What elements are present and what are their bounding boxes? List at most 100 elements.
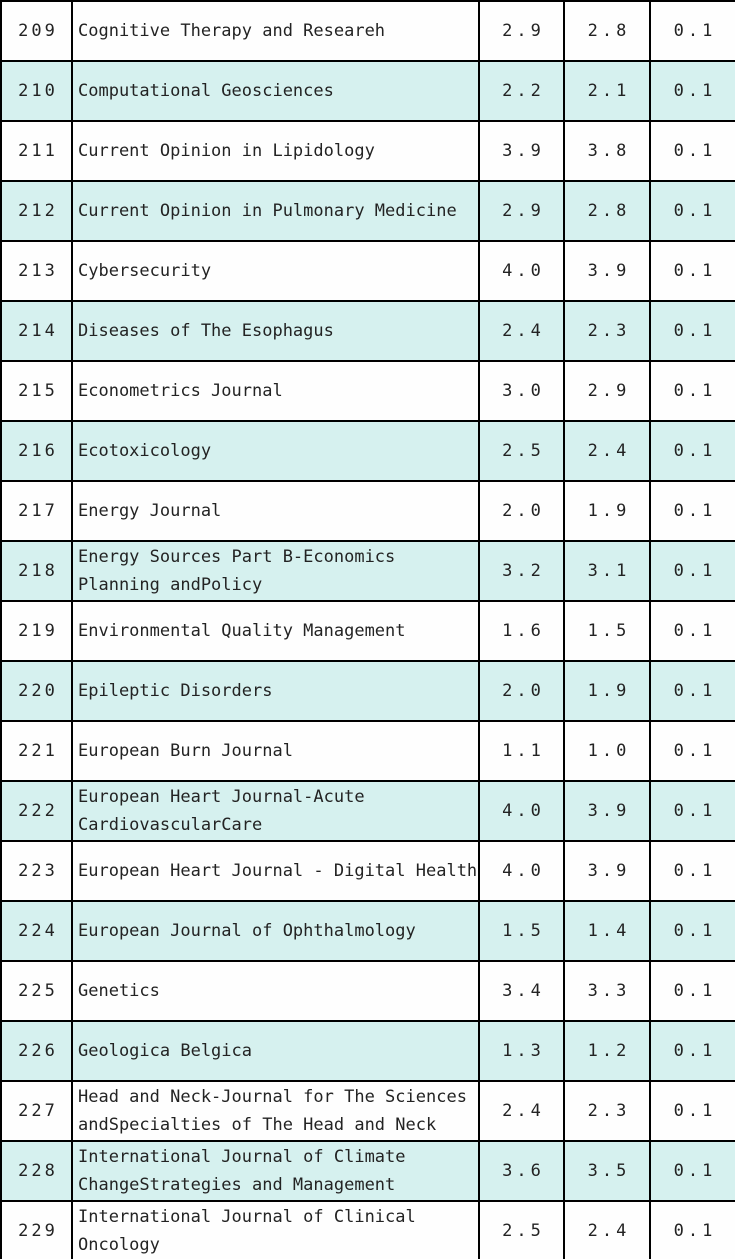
table-row: 229 International Journal of Clinical On… xyxy=(2,1202,735,1259)
row-number-cell: 221 xyxy=(2,722,73,782)
value3: 0.1 xyxy=(673,1221,717,1241)
journal-name-cell: Genetics xyxy=(73,962,480,1022)
journal-name-cell: European Heart Journal - Digital Health xyxy=(73,842,480,902)
table-row: 209 Cognitive Therapy and Researeh 2.9 2… xyxy=(2,2,735,62)
table-row: 213 Cybersecurity 4.0 3.9 0.1 xyxy=(2,242,735,302)
value1: 3.6 xyxy=(502,1161,545,1181)
journal-name: European Journal of Ophthalmology xyxy=(78,921,416,941)
journal-name-cell: European Burn Journal xyxy=(73,722,480,782)
value3: 0.1 xyxy=(673,261,717,281)
value1-cell: 2.0 xyxy=(480,662,565,722)
value2: 2.8 xyxy=(587,201,631,221)
value1: 4.0 xyxy=(502,861,545,881)
row-number: 222 xyxy=(18,801,58,821)
value2-cell: 3.1 xyxy=(565,542,651,602)
value3: 0.1 xyxy=(673,141,717,161)
value2: 3.9 xyxy=(587,861,631,881)
value1-cell: 3.0 xyxy=(480,362,565,422)
value1-cell: 1.6 xyxy=(480,602,565,662)
value2-cell: 3.9 xyxy=(565,782,651,842)
value1-cell: 1.1 xyxy=(480,722,565,782)
value3-cell: 0.1 xyxy=(651,122,735,182)
value1: 1.1 xyxy=(502,741,545,761)
journal-name-cell: European Heart Journal-Acute Cardiovascu… xyxy=(73,782,480,842)
value1: 2.5 xyxy=(502,441,545,461)
value2: 1.2 xyxy=(587,1041,631,1061)
journal-name: Genetics xyxy=(78,981,160,1001)
value3: 0.1 xyxy=(673,1041,717,1061)
value3: 0.1 xyxy=(673,981,717,1001)
value3: 0.1 xyxy=(673,921,717,941)
value1-cell: 2.4 xyxy=(480,302,565,362)
value2-cell: 2.1 xyxy=(565,62,651,122)
row-number: 218 xyxy=(18,561,58,581)
row-number-cell: 225 xyxy=(2,962,73,1022)
value2-cell: 2.9 xyxy=(565,362,651,422)
journal-name: Cognitive Therapy and Researeh xyxy=(78,21,386,41)
journal-name-cell: Geologica Belgica xyxy=(73,1022,480,1082)
journal-name-cell: Current Opinion in Lipidology xyxy=(73,122,480,182)
row-number: 229 xyxy=(18,1221,58,1241)
row-number-cell: 222 xyxy=(2,782,73,842)
value1-cell: 3.2 xyxy=(480,542,565,602)
journal-name: Energy Journal xyxy=(78,501,222,521)
value3-cell: 0.1 xyxy=(651,1082,735,1142)
table-row: 227 Head and Neck-Journal for The Scienc… xyxy=(2,1082,735,1142)
journal-name: Energy Sources Part B-Economics Planning… xyxy=(78,547,396,595)
row-number: 223 xyxy=(18,861,58,881)
journal-name-cell: Computational Geosciences xyxy=(73,62,480,122)
value2-cell: 2.8 xyxy=(565,2,651,62)
row-number: 228 xyxy=(18,1161,58,1181)
table-row: 211 Current Opinion in Lipidology 3.9 3.… xyxy=(2,122,735,182)
value2: 1.4 xyxy=(587,921,631,941)
row-number-cell: 216 xyxy=(2,422,73,482)
value2: 3.8 xyxy=(587,141,631,161)
table-row: 212 Current Opinion in Pulmonary Medicin… xyxy=(2,182,735,242)
journal-name: Econometrics Journal xyxy=(78,381,283,401)
journal-name: Environmental Quality Management xyxy=(78,621,406,641)
value2-cell: 2.3 xyxy=(565,302,651,362)
table-row: 223 European Heart Journal - Digital Hea… xyxy=(2,842,735,902)
row-number-cell: 218 xyxy=(2,542,73,602)
value2-cell: 2.3 xyxy=(565,1082,651,1142)
value1: 1.6 xyxy=(502,621,545,641)
value3-cell: 0.1 xyxy=(651,722,735,782)
value3-cell: 0.1 xyxy=(651,902,735,962)
value1-cell: 2.9 xyxy=(480,182,565,242)
value3-cell: 0.1 xyxy=(651,422,735,482)
value1-cell: 3.6 xyxy=(480,1142,565,1202)
table-row: 217 Energy Journal 2.0 1.9 0.1 xyxy=(2,482,735,542)
value3-cell: 0.1 xyxy=(651,302,735,362)
row-number-cell: 217 xyxy=(2,482,73,542)
value1: 1.5 xyxy=(502,921,545,941)
row-number: 221 xyxy=(18,741,58,761)
value2: 2.4 xyxy=(587,1221,631,1241)
journal-name: International Journal of Climate ChangeS… xyxy=(78,1147,406,1195)
value3-cell: 0.1 xyxy=(651,1022,735,1082)
value2: 3.3 xyxy=(587,981,631,1001)
value1: 2.0 xyxy=(502,501,545,521)
value3: 0.1 xyxy=(673,681,717,701)
row-number-cell: 220 xyxy=(2,662,73,722)
value1: 2.0 xyxy=(502,681,545,701)
table-row: 219 Environmental Quality Management 1.6… xyxy=(2,602,735,662)
journal-name: Head and Neck-Journal for The Sciences a… xyxy=(78,1087,467,1135)
row-number-cell: 212 xyxy=(2,182,73,242)
row-number-cell: 219 xyxy=(2,602,73,662)
value2-cell: 2.4 xyxy=(565,422,651,482)
value1-cell: 4.0 xyxy=(480,242,565,302)
value3: 0.1 xyxy=(673,741,717,761)
value2: 2.3 xyxy=(587,321,631,341)
journal-name-cell: Ecotoxicology xyxy=(73,422,480,482)
value2-cell: 1.5 xyxy=(565,602,651,662)
value3-cell: 0.1 xyxy=(651,782,735,842)
value1: 3.2 xyxy=(502,561,545,581)
value2-cell: 1.9 xyxy=(565,482,651,542)
row-number-cell: 224 xyxy=(2,902,73,962)
journal-name-cell: International Journal of Clinical Oncolo… xyxy=(73,1202,480,1259)
value1-cell: 3.9 xyxy=(480,122,565,182)
value1-cell: 2.4 xyxy=(480,1082,565,1142)
row-number-cell: 226 xyxy=(2,1022,73,1082)
row-number-cell: 209 xyxy=(2,2,73,62)
